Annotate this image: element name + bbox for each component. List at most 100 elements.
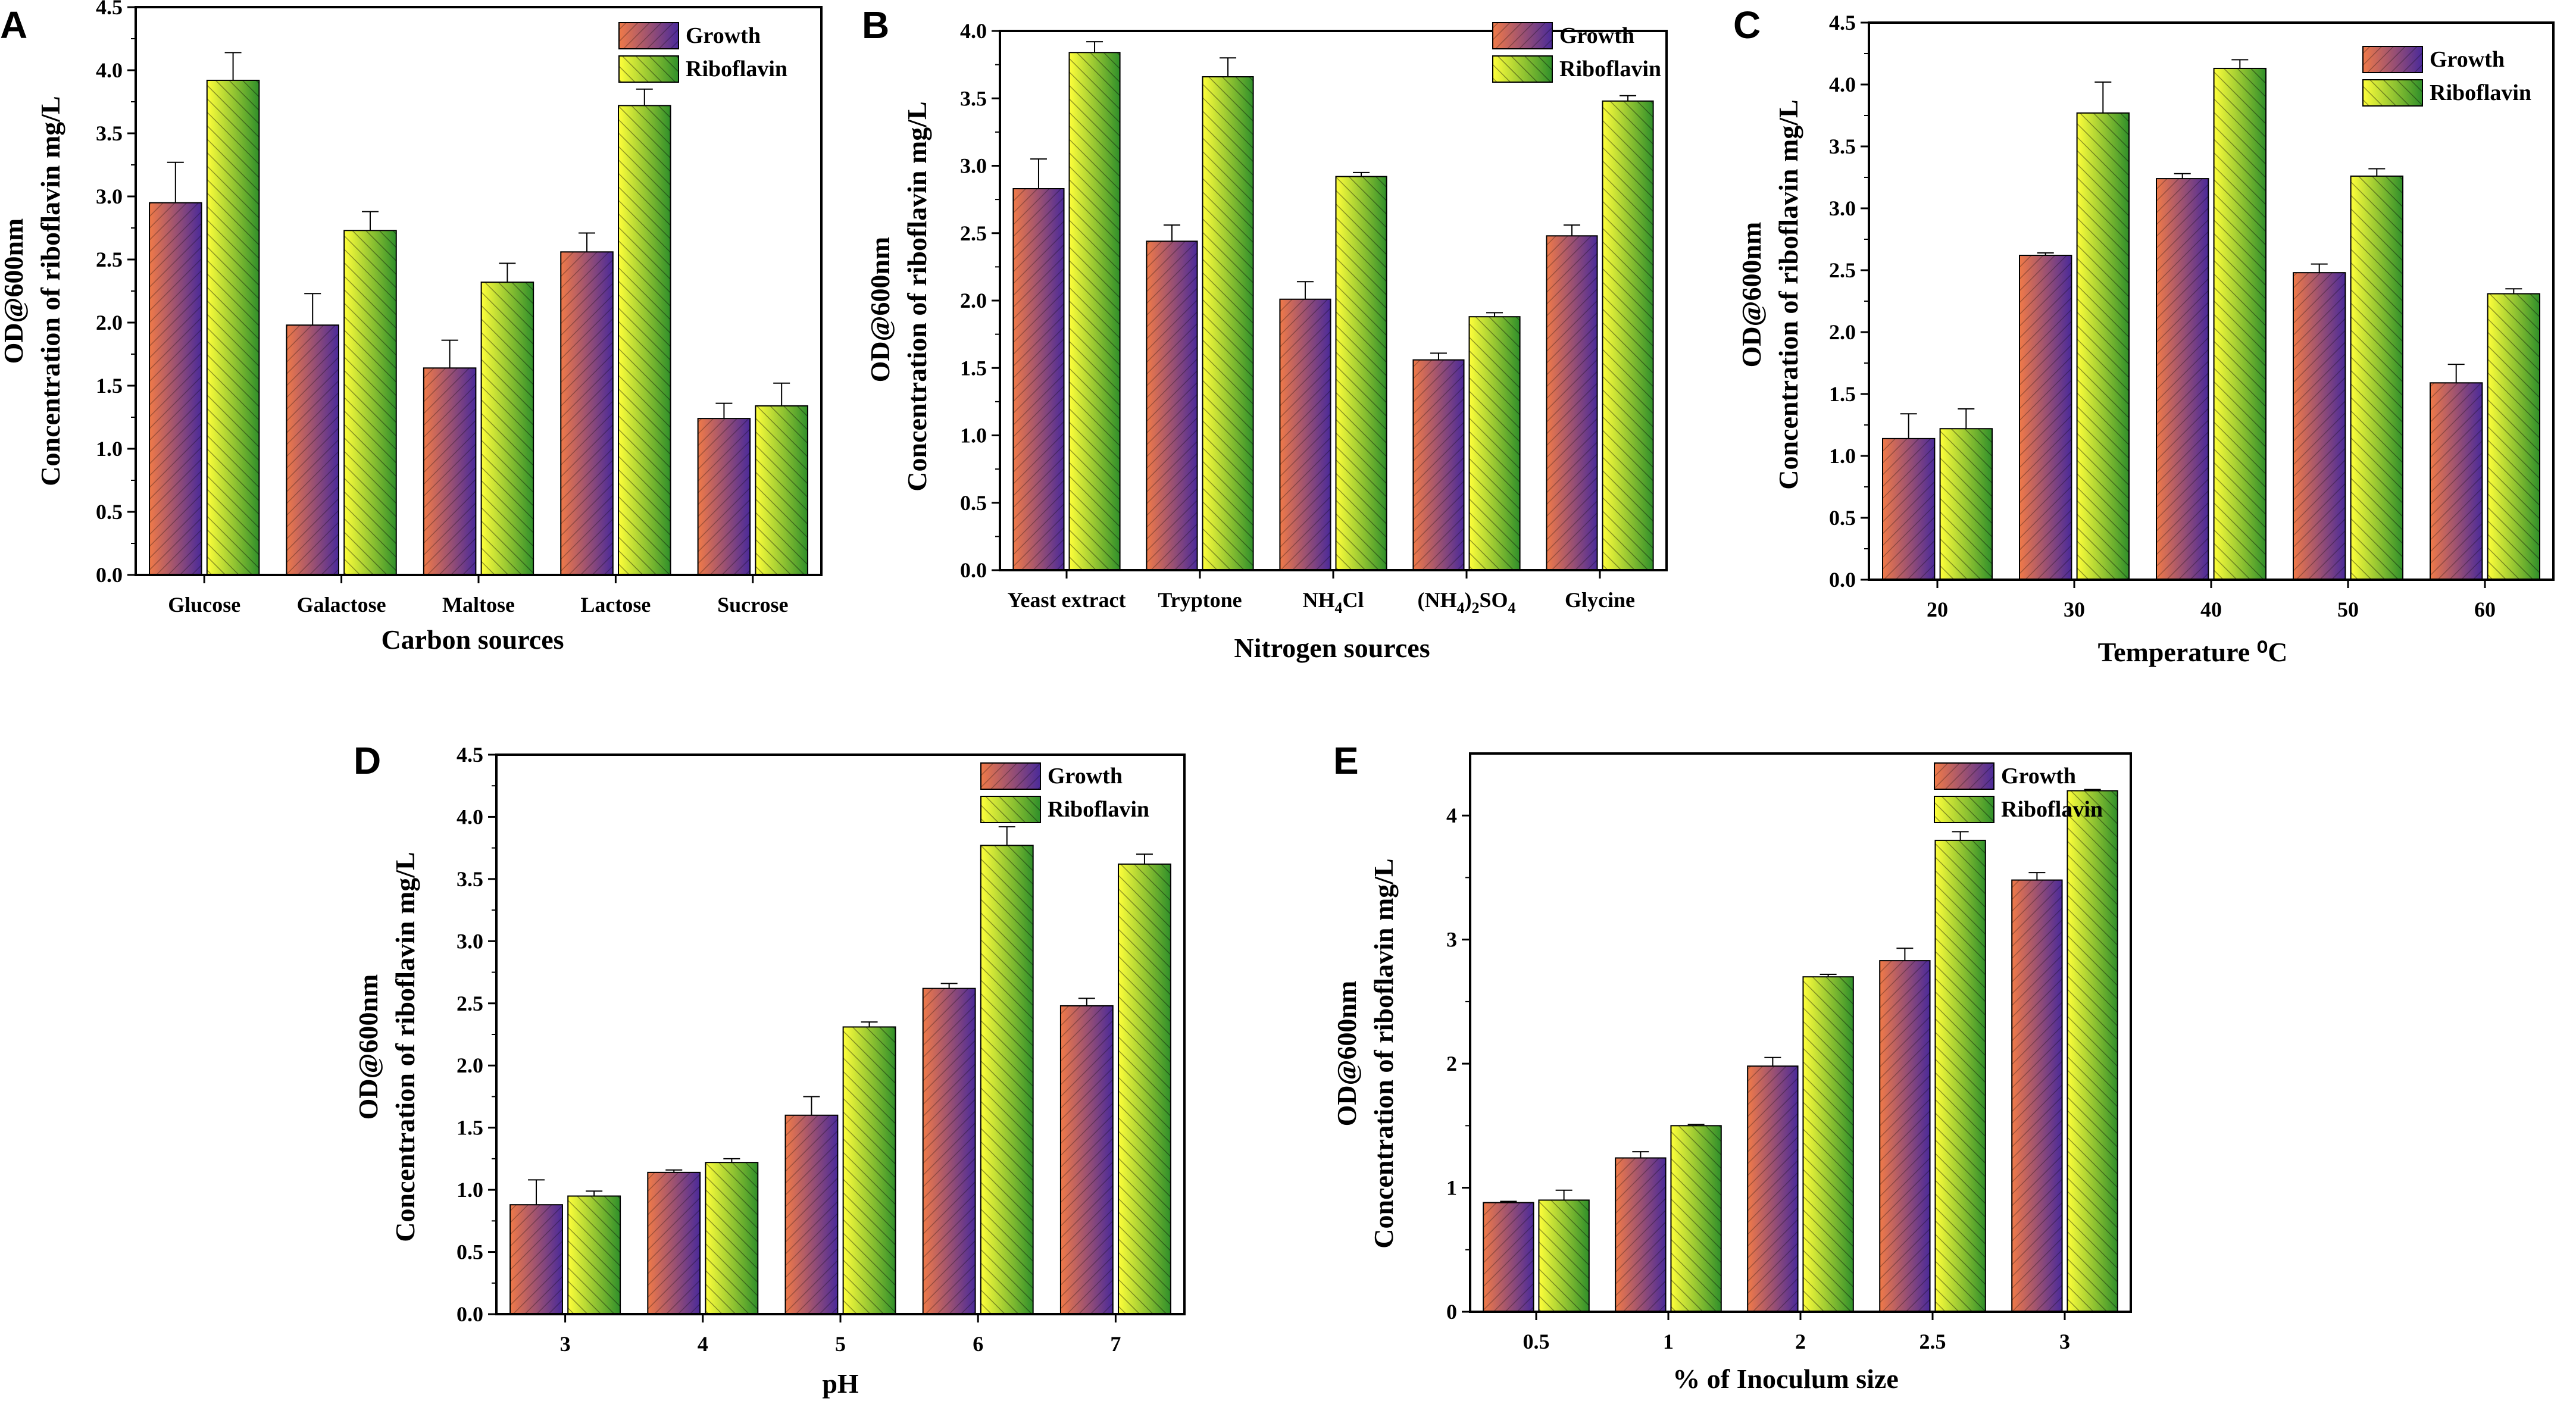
y-tick-label-a-2: 0.5 xyxy=(96,500,123,524)
x-tick-label-e-5: 3 xyxy=(2059,1330,2070,1353)
y-tick-label-d-1: 0.0 xyxy=(457,1302,483,1326)
bar-hatch-riboflavin-d-5 xyxy=(1118,864,1171,1314)
ylabel-line1-e: OD@600nm xyxy=(1331,981,1362,1127)
legend-label-growth-b: Growth xyxy=(1559,23,1634,48)
panel-label-c: C xyxy=(1733,4,1761,46)
bar-hatch-growth-e-5 xyxy=(2012,880,2062,1312)
bar-hatch-growth-e-3 xyxy=(1747,1066,1798,1312)
xlabel-d: pH xyxy=(822,1368,859,1399)
x-tick-label-b-2: Tryptone xyxy=(1158,588,1242,612)
y-tick-label-a-9: 4.0 xyxy=(96,58,123,82)
plot-c: 0.0 0.5 1.0 1.5 2.0 2.5 3.0 3.5 4.0 4.5 20 30 40 50 60… xyxy=(1829,11,2555,621)
legend-label-riboflavin-d: Riboflavin xyxy=(1048,797,1149,822)
x-tick-label-b-5: Glycine xyxy=(1565,588,1635,612)
bar-hatch-riboflavin-e-5 xyxy=(2067,790,2118,1312)
bar-hatch-growth-e-1 xyxy=(1483,1202,1534,1312)
ylabel-line2-d: Concentration of riboflavin mg/L xyxy=(390,852,420,1242)
x-tick-label-c-4: 50 xyxy=(2337,598,2359,621)
y-tick-label-c-8: 3.5 xyxy=(1829,135,1856,158)
ylabel-line2-b: Concentration of riboflavin mg/L xyxy=(902,101,932,491)
legend-label-growth-d: Growth xyxy=(1048,764,1123,789)
bar-hatch-growth-c-2 xyxy=(2019,255,2072,580)
x-tick-label-a-5: Sucrose xyxy=(717,593,788,617)
panel-d: D OD@600nm Concentration of riboflavin m… xyxy=(353,739,1186,1399)
y-tick-label-d-8: 3.5 xyxy=(457,867,483,891)
x-tick-label-d-2: 4 xyxy=(698,1332,708,1356)
legend-swatch-hatch-riboflavin-c xyxy=(2363,80,2422,106)
bar-hatch-growth-a-1 xyxy=(149,202,202,576)
bar-hatch-growth-a-2 xyxy=(286,325,339,575)
bar-hatch-riboflavin-c-4 xyxy=(2350,176,2403,580)
bar-hatch-riboflavin-c-3 xyxy=(2214,68,2266,580)
bar-hatch-growth-b-4 xyxy=(1413,359,1464,570)
bar-hatch-riboflavin-a-3 xyxy=(481,282,534,575)
bar-hatch-riboflavin-e-1 xyxy=(1539,1200,1589,1312)
y-tick-label-c-2: 0.5 xyxy=(1829,506,1856,530)
y-tick-label-b-1: 0.0 xyxy=(960,558,987,582)
x-tick-label-e-1: 0.5 xyxy=(1523,1330,1550,1353)
bar-hatch-growth-d-5 xyxy=(1060,1005,1113,1314)
x-tick-label-e-3: 2 xyxy=(1795,1330,1806,1353)
panel-label-e: E xyxy=(1333,739,1359,782)
y-tick-label-a-10: 4.5 xyxy=(96,0,123,19)
y-tick-label-d-10: 4.5 xyxy=(457,743,483,767)
x-tick-label-d-4: 6 xyxy=(973,1332,983,1356)
y-tick-label-a-8: 3.5 xyxy=(96,121,123,145)
plot-a: 0.0 0.5 1.0 1.5 2.0 2.5 3.0 3.5 4.0 4.5 Glucose Gal… xyxy=(96,0,823,617)
bar-hatch-riboflavin-e-2 xyxy=(1671,1125,1721,1312)
y-tick-label-b-8: 3.5 xyxy=(960,86,987,110)
legend-swatch-hatch-growth-c xyxy=(2363,46,2422,73)
x-tick-label-e-2: 1 xyxy=(1663,1330,1674,1353)
legend-label-riboflavin-e: Riboflavin xyxy=(2001,797,2103,822)
panel-b: B OD@600nm Concentration of riboflavin m… xyxy=(862,4,1668,663)
y-tick-label-d-3: 1.0 xyxy=(457,1178,483,1202)
bar-hatch-growth-a-5 xyxy=(698,418,751,575)
ylabel-line2-a: Concentration of riboflavin mg/L xyxy=(35,96,65,486)
xlabel-a: Carbon sources xyxy=(381,624,564,655)
x-tick-label-c-2: 30 xyxy=(2064,598,2085,621)
y-tick-label-a-7: 3.0 xyxy=(96,185,123,208)
bar-hatch-riboflavin-b-5 xyxy=(1602,101,1653,570)
legend-swatch-hatch-growth-b xyxy=(1493,23,1552,49)
bar-hatch-riboflavin-c-5 xyxy=(2487,293,2540,580)
bar-hatch-riboflavin-a-1 xyxy=(207,80,260,575)
y-tick-label-a-4: 1.5 xyxy=(96,374,123,398)
x-tick-label-d-1: 3 xyxy=(560,1332,571,1356)
panel-a: A OD@600nm Concentration of riboflavin m… xyxy=(0,0,823,655)
legend-label-riboflavin-c: Riboflavin xyxy=(2430,80,2531,105)
y-tick-label-a-3: 1.0 xyxy=(96,437,123,461)
bar-hatch-riboflavin-b-4 xyxy=(1469,317,1520,570)
bar-hatch-riboflavin-c-1 xyxy=(1940,429,1992,580)
bar-hatch-riboflavin-d-1 xyxy=(568,1196,621,1314)
bar-hatch-riboflavin-b-1 xyxy=(1069,52,1120,571)
y-tick-label-e-3: 2 xyxy=(1446,1052,1457,1075)
legend-label-riboflavin-a: Riboflavin xyxy=(686,57,787,82)
bar-hatch-riboflavin-b-2 xyxy=(1202,77,1253,570)
ylabel-line1-c: OD@600nm xyxy=(1736,222,1767,368)
x-tick-label-b-3: NH4Cl xyxy=(1303,588,1364,617)
legend-swatch-hatch-growth-e xyxy=(1934,763,1994,789)
panel-label-a: A xyxy=(0,4,27,46)
y-tick-label-c-5: 2.0 xyxy=(1829,320,1856,344)
y-tick-label-c-1: 0.0 xyxy=(1829,568,1856,592)
bar-hatch-growth-b-3 xyxy=(1280,299,1331,570)
panel-label-d: D xyxy=(354,739,381,782)
x-tick-label-a-3: Maltose xyxy=(442,593,515,617)
bar-hatch-growth-e-2 xyxy=(1615,1158,1666,1312)
x-tick-label-b-1: Yeast extract xyxy=(1008,588,1126,612)
y-tick-label-e-5: 4 xyxy=(1446,803,1457,827)
bar-hatch-riboflavin-d-4 xyxy=(980,845,1033,1314)
x-tick-label-c-3: 40 xyxy=(2200,598,2222,621)
ylabel-line2-e: Concentration of riboflavin mg/L xyxy=(1368,858,1399,1248)
legend-label-growth-e: Growth xyxy=(2001,764,2076,789)
y-tick-label-e-4: 3 xyxy=(1446,928,1457,952)
y-tick-label-c-6: 2.5 xyxy=(1829,258,1856,282)
legend-swatch-hatch-growth-a xyxy=(619,23,679,49)
bar-hatch-riboflavin-a-4 xyxy=(618,105,671,576)
xlabel-b: Nitrogen sources xyxy=(1234,633,1430,663)
bar-hatch-riboflavin-d-2 xyxy=(705,1162,758,1314)
y-tick-label-a-1: 0.0 xyxy=(96,563,123,587)
ylabel-line1-b: OD@600nm xyxy=(865,237,895,383)
legend-swatch-hatch-riboflavin-a xyxy=(619,56,679,82)
y-tick-label-e-2: 1 xyxy=(1446,1176,1457,1200)
